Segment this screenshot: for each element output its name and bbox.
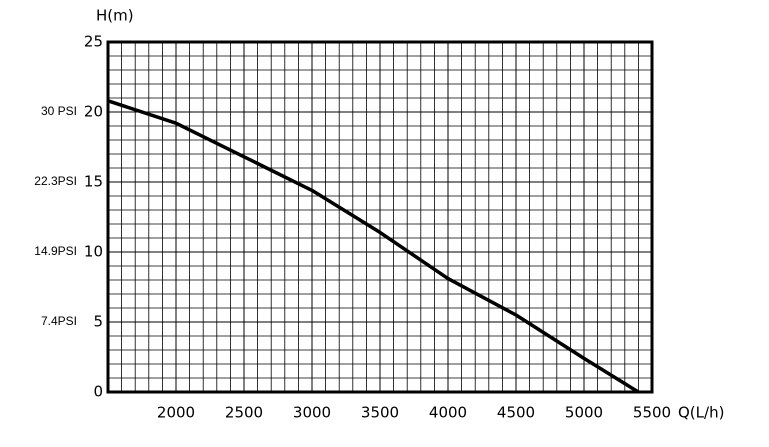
curve [107,99,640,394]
y-axis-title: H(m) [96,7,134,25]
psi-label: 7.4PSI [41,314,77,328]
x-tick-label: 2500 [225,404,263,422]
x-tick-label: 3500 [361,404,399,422]
x-tick-label: 4000 [429,404,467,422]
y-tick-label: 15 [84,173,103,191]
psi-label: 22.3PSI [34,174,77,188]
y-tick-label: 25 [84,33,103,51]
x-tick-label: 3000 [293,404,331,422]
y-tick-label: 10 [84,243,103,261]
psi-label: 14.9PSI [34,244,77,258]
y-tick-label: 0 [93,383,103,401]
x-tick-label: 5000 [565,404,603,422]
x-tick-label: 2000 [157,404,195,422]
x-tick-label: 5500 [633,404,671,422]
x-tick-label: 4500 [497,404,535,422]
y-tick-label: 5 [93,313,103,331]
y-tick-label: 20 [84,103,103,121]
psi-label: 30 PSI [41,104,77,118]
x-axis-title: Q(L/h) [678,404,724,422]
plot-border [106,40,654,394]
